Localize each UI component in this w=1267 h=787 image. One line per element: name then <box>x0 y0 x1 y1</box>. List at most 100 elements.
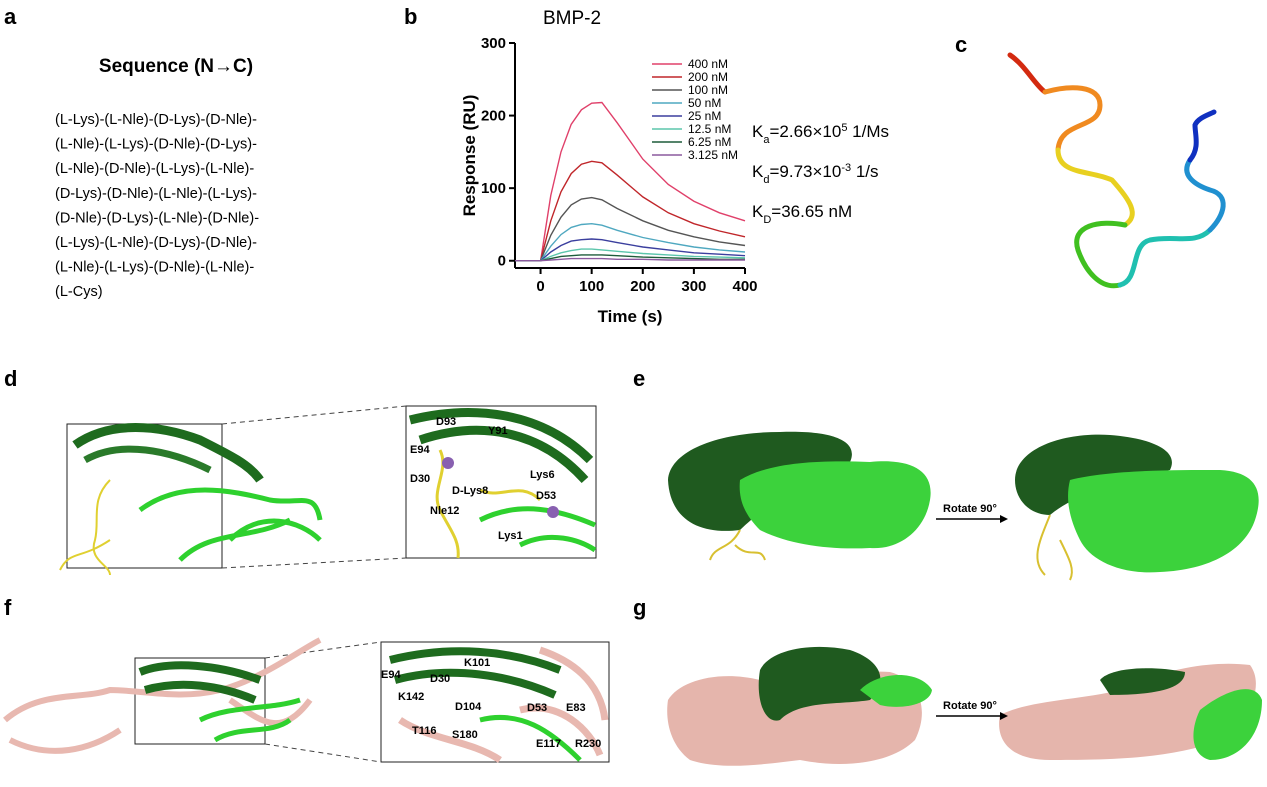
surface <box>1015 434 1172 515</box>
panel-label: e <box>633 366 645 391</box>
annotation-part: 5 <box>841 122 847 134</box>
ribbon <box>3 637 322 754</box>
peptide <box>1036 514 1073 581</box>
arrow-text: Rotate 90° <box>943 503 997 515</box>
ribbon <box>398 646 609 763</box>
surface <box>1100 668 1185 695</box>
ribbon <box>408 408 594 484</box>
x-axis-label: Time (s) <box>598 307 663 326</box>
coil-segment <box>1184 157 1226 233</box>
x-tick-label: 200 <box>630 278 655 295</box>
structure-f: E94 K101 D30 K142 D104 D53 E83 T116 S180 E117 R230 <box>3 637 610 763</box>
ribbon <box>479 714 582 762</box>
legend-label: 50 nM <box>688 96 721 110</box>
y-tick-label: 300 <box>481 35 506 52</box>
annotation-part: a <box>763 134 770 146</box>
chart-title: BMP-2 <box>543 8 601 29</box>
residue-label: T116 <box>412 725 436 737</box>
annotation: KD=36.65 nM <box>752 202 852 226</box>
annotation-part: 1/Ms <box>847 122 889 141</box>
residue-label: K101 <box>464 657 490 669</box>
panel-label: g <box>633 595 646 620</box>
sequence-line: (L-Nle)-(L-Lys)-(D-Nle)-(L-Nle)- <box>55 260 254 276</box>
sequence-line: (L-Lys)-(L-Nle)-(D-Lys)-(D-Nle)- <box>55 235 257 251</box>
residue-label: S180 <box>452 729 478 741</box>
residue-label: D93 <box>436 416 456 428</box>
coil-segment <box>1042 85 1103 153</box>
zoom-line <box>264 641 382 659</box>
surface-g: Rotate 90° <box>667 646 1262 766</box>
sequence: (L-Lys)-(L-Nle)-(D-Lys)-(D-Nle)- (L-Nle)-… <box>55 112 259 300</box>
sequence-line: (D-Lys)-(D-Nle)-(L-Nle)-(L-Lys)- <box>55 186 257 202</box>
coil-segment <box>1074 220 1128 289</box>
annotation: Ka=2.66×105 1/Ms <box>752 122 889 146</box>
residue-label: E94 <box>381 669 401 681</box>
residue-label: K142 <box>398 691 424 703</box>
surface <box>860 675 932 707</box>
ribbon <box>478 506 597 553</box>
y-tick-label: 100 <box>481 180 506 197</box>
annotation-part: d <box>763 174 769 186</box>
surface <box>739 461 931 549</box>
panel-label: c <box>955 32 967 57</box>
series-line <box>515 101 746 262</box>
residue-label: D-Lys8 <box>452 485 488 497</box>
zoom-box <box>134 657 266 745</box>
x-tick-label: 0 <box>536 278 544 295</box>
residue-label: E94 <box>410 444 430 456</box>
sequence-line: (L-Nle)-(D-Nle)-(L-Lys)-(L-Nle)- <box>55 161 254 177</box>
atom <box>442 457 454 469</box>
y-tick-label: 0 <box>498 253 506 270</box>
peptide <box>435 449 542 559</box>
annotation-part: =9.73×10 <box>769 162 841 181</box>
panel-label: b <box>404 4 417 29</box>
ribbon <box>138 487 323 562</box>
surface <box>999 663 1256 760</box>
legend-label: 3.125 nM <box>688 148 738 162</box>
annotation-part: -3 <box>841 162 851 174</box>
peptide <box>709 529 766 561</box>
residue-label: Lys6 <box>530 469 555 481</box>
peptide-coil <box>1007 52 1226 289</box>
arrow-head <box>1000 515 1008 523</box>
annotation-part: =2.66×10 <box>769 122 841 141</box>
legend-label: 200 nM <box>688 70 728 84</box>
atom <box>547 506 559 518</box>
ribbon <box>83 445 212 474</box>
sequence-line: (D-Nle)-(D-Lys)-(L-Nle)-(D-Nle)- <box>55 210 259 226</box>
annotation-part: D <box>763 214 771 226</box>
sequence-line: (L-Cys) <box>55 284 103 300</box>
zoom-line <box>221 405 407 425</box>
series-line <box>515 222 746 262</box>
x-tick-label: 400 <box>732 278 757 295</box>
coil-segment <box>1117 227 1213 288</box>
ribbon <box>198 697 301 743</box>
peptide <box>59 479 111 576</box>
residue-label: Nle12 <box>430 505 459 517</box>
zoom-box <box>405 405 597 559</box>
residue-label: D53 <box>527 702 547 714</box>
surface <box>1193 689 1262 760</box>
legend-label: 6.25 nM <box>688 135 731 149</box>
residue-label: D53 <box>536 490 556 502</box>
coil-segment <box>1055 147 1135 228</box>
y-tick-label: 200 <box>481 108 506 125</box>
series-line <box>515 196 746 262</box>
annotation-part: 1/s <box>851 162 878 181</box>
annotation-part: =36.65 nM <box>771 202 852 221</box>
residue-label: E83 <box>566 702 586 714</box>
arrow-text: Rotate 90° <box>943 700 997 712</box>
panel-label: f <box>4 595 12 620</box>
ribbon <box>138 661 262 704</box>
annotation-part: K <box>752 202 764 221</box>
ribbon <box>389 647 562 699</box>
series-line <box>515 254 745 262</box>
x-tick-label: 300 <box>681 278 706 295</box>
residue-label: D30 <box>430 673 450 685</box>
annotation-part: K <box>752 122 764 141</box>
annotation-part: K <box>752 162 764 181</box>
residue-label: R230 <box>575 738 601 750</box>
sequence-line: (L-Lys)-(L-Nle)-(D-Lys)-(D-Nle)- <box>55 112 257 128</box>
x-tick-label: 100 <box>579 278 604 295</box>
